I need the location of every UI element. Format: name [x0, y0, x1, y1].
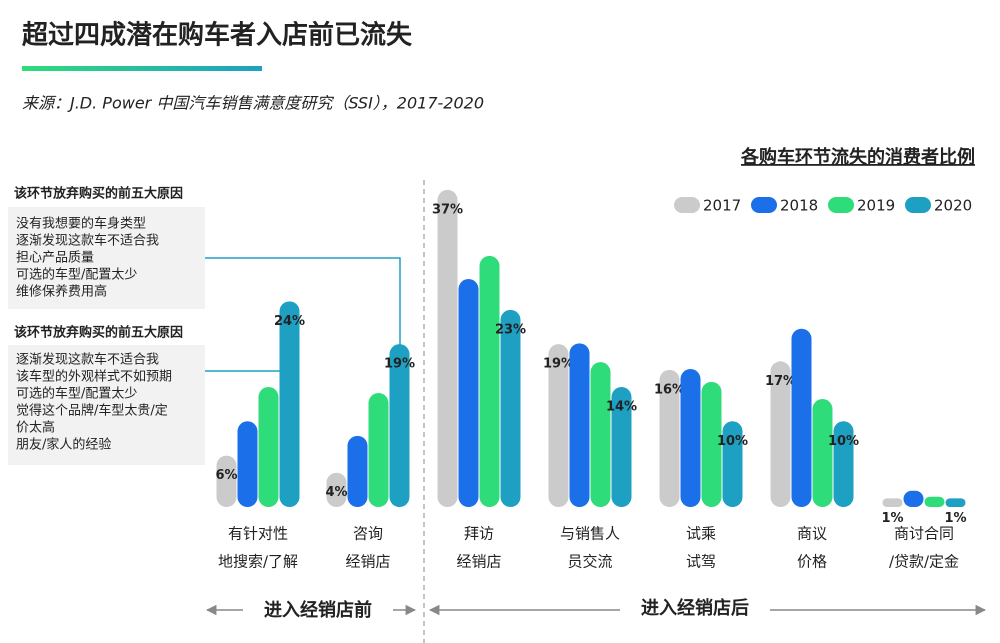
bar: [770, 361, 791, 507]
bar: [500, 309, 521, 507]
value-label: 4%: [325, 485, 347, 500]
legend-swatch: [828, 197, 854, 213]
bar: [924, 496, 945, 507]
x-tick-label: 价格: [797, 553, 827, 571]
value-label: 37%: [432, 202, 463, 217]
bar: [347, 435, 368, 507]
bar: [882, 498, 903, 507]
reason-item: 逐渐发现这款车不适合我: [16, 233, 159, 249]
reason-box: [8, 207, 205, 309]
value-label: 24%: [274, 314, 305, 329]
bar: [722, 421, 743, 507]
connector: [205, 257, 401, 352]
bar: [812, 399, 833, 507]
value-label: 19%: [543, 357, 574, 372]
bar: [569, 343, 590, 507]
reason-item: 可选的车型/配置太少: [16, 386, 137, 402]
x-tick-label: 商讨合同: [894, 525, 954, 543]
bar: [701, 381, 722, 507]
x-tick-label: 经销店: [456, 553, 501, 571]
value-label: 19%: [384, 357, 415, 372]
x-tick-label: /贷款/定金: [889, 553, 959, 571]
x-tick-label: 咨询: [353, 525, 383, 543]
title-underline: [22, 66, 262, 71]
bar: [237, 421, 258, 507]
legend-swatch: [905, 197, 931, 213]
source: 来源：J.D. Power 中国汽车销售满意度研究（SSI），2017-2020: [22, 94, 484, 113]
chart-title: 各购车环节流失的消费者比例: [740, 146, 975, 168]
reason-heading: 该环节放弃购买的前五大原因: [14, 186, 183, 202]
reason-item: 维修保养费用高: [16, 284, 107, 300]
value-label: 1%: [881, 511, 903, 526]
x-tick-label: 商议: [797, 525, 827, 543]
value-label: 10%: [828, 434, 859, 449]
reason-box: [8, 345, 205, 465]
x-tick-label: 员交流: [567, 553, 612, 571]
bar: [903, 490, 924, 507]
reason-heading: 该环节放弃购买的前五大原因: [14, 325, 183, 341]
bar: [833, 421, 854, 507]
bar: [437, 189, 458, 507]
x-tick-label: 经销店: [345, 553, 390, 571]
page-title: 超过四成潜在购车者入店前已流失: [22, 20, 413, 51]
bar: [258, 387, 279, 507]
stage-label: 进入经销店后: [641, 597, 749, 619]
bar: [479, 255, 500, 507]
bar: [945, 498, 966, 507]
legend-label: 2018: [780, 197, 818, 215]
reason-item: 可选的车型/配置太少: [16, 267, 137, 283]
bar: [659, 369, 680, 507]
value-label: 23%: [495, 322, 526, 337]
bar: [791, 328, 812, 507]
bar: [279, 301, 300, 507]
value-label: 10%: [717, 434, 748, 449]
bar: [368, 393, 389, 507]
stage-bg: [620, 595, 770, 625]
legend-label: 2019: [857, 197, 895, 215]
stage-bg: [243, 595, 393, 625]
value-label: 16%: [654, 382, 685, 397]
value-label: 1%: [944, 511, 966, 526]
x-tick-label: 试乘: [686, 525, 716, 543]
x-tick-label: 试驾: [686, 553, 716, 571]
x-tick-label: 拜访: [464, 525, 494, 543]
bar: [548, 344, 569, 507]
bar: [611, 387, 632, 507]
reason-item: 该车型的外观样式不如预期: [16, 369, 172, 385]
value-label: 17%: [765, 374, 796, 389]
value-label: 14%: [606, 400, 637, 415]
legend-swatch: [751, 197, 777, 213]
bar: [216, 455, 237, 507]
bar: [680, 369, 701, 507]
legend-swatch: [674, 197, 700, 213]
bar: [326, 472, 347, 507]
reason-item: 价太高: [16, 420, 55, 436]
reason-item: 担心产品质量: [16, 251, 94, 266]
x-tick-label: 地搜索/了解: [218, 553, 298, 571]
x-tick-label: 有针对性: [228, 525, 288, 543]
reason-item: 没有我想要的车身类型: [16, 216, 146, 232]
reason-item: 逐渐发现这款车不适合我: [16, 352, 159, 368]
x-tick-label: 与销售人: [560, 525, 620, 543]
reason-item: 觉得这个品牌/车型太贵/定: [16, 403, 168, 419]
legend-label: 2017: [703, 197, 741, 215]
stage-label: 进入经销店前: [264, 599, 372, 621]
bar: [458, 279, 479, 507]
reason-item: 朋友/家人的经验: [16, 437, 111, 453]
legend-label: 2020: [934, 197, 972, 215]
value-label: 6%: [215, 468, 237, 483]
bar: [389, 344, 410, 507]
bar: [590, 362, 611, 507]
